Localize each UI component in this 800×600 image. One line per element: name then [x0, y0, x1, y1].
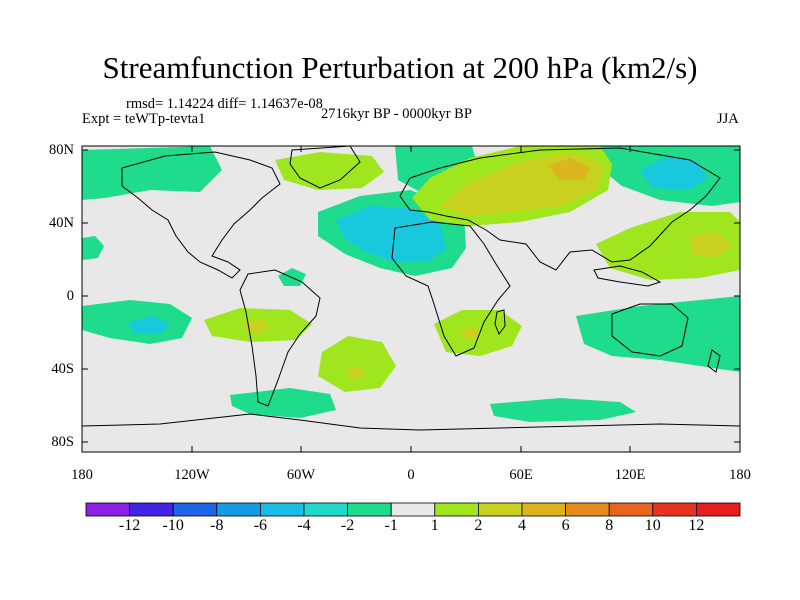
- new-zealand-coastline: [707, 349, 721, 373]
- antarctica-coastline: [82, 413, 740, 431]
- colorbar-label: 6: [561, 517, 570, 534]
- negative-region: [82, 236, 104, 260]
- negative-region-strong: [128, 316, 170, 334]
- lon-label-120e: 120E: [614, 467, 646, 483]
- lon-label-120w: 120W: [174, 467, 210, 483]
- coastlines: [82, 146, 740, 431]
- negative-region: [278, 268, 306, 286]
- greenland-coastline: [289, 146, 361, 189]
- positive-region-mid: [460, 326, 480, 340]
- lat-label-40n: 40N: [49, 215, 74, 231]
- lon-label-180e: 180: [729, 467, 751, 483]
- negative-region-strong: [336, 206, 446, 262]
- colorbar-box: [172, 502, 218, 517]
- colorbar-label: -1: [384, 517, 398, 534]
- colorbar-box: [129, 502, 174, 517]
- colorbar-label: 10: [644, 517, 661, 534]
- colorbar: [85, 502, 741, 517]
- africa-coastline: [391, 221, 511, 357]
- colorbar-box: [347, 502, 392, 517]
- colorbar-box: [521, 502, 566, 517]
- lon-label-60w: 60W: [286, 467, 316, 483]
- lat-label-0: 0: [66, 288, 74, 304]
- contour-fills: [82, 146, 740, 422]
- season-label: JJA: [717, 111, 739, 127]
- colorbar-label: -6: [253, 517, 268, 534]
- colorbar-box: [390, 502, 436, 517]
- experiment-label: Expt = teWTp-tevta1: [82, 111, 206, 127]
- colorbar-box: [565, 502, 610, 517]
- negative-region: [576, 296, 740, 372]
- axis-ticks: [82, 146, 740, 452]
- negative-region: [490, 398, 636, 422]
- negative-region: [82, 146, 222, 200]
- colorbar-box: [434, 502, 479, 517]
- colorbar-label: 4: [518, 517, 526, 534]
- map-panel: [82, 146, 740, 452]
- positive-region: [596, 212, 740, 280]
- negative-region-strong: [640, 156, 708, 190]
- australia-coastline: [611, 303, 689, 357]
- lat-label-40s: 40S: [51, 361, 74, 377]
- colorbar-box: [696, 502, 741, 517]
- lon-label-180w: 180: [71, 467, 93, 483]
- positive-region: [318, 336, 396, 392]
- plot-title: Streamfunction Perturbation at 200 hPa (…: [102, 50, 698, 85]
- stats-text: rmsd= 1.14224 diff= 1.14637e-08: [126, 96, 323, 112]
- colorbar-label: -12: [118, 517, 141, 534]
- south-america-coastline: [239, 269, 321, 407]
- eurasia-coastline: [399, 147, 721, 271]
- colorbar-label: 12: [688, 517, 705, 534]
- colorbar-box: [608, 502, 654, 517]
- colorbar-label: 1: [430, 517, 439, 534]
- lat-label-80s: 80S: [51, 434, 74, 450]
- positive-region-mid: [345, 366, 366, 380]
- lon-label-0: 0: [407, 467, 415, 483]
- colorbar-label: -8: [210, 517, 224, 534]
- north-america-coastline: [121, 151, 281, 279]
- colorbar-box: [85, 502, 130, 517]
- colorbar-label: -10: [162, 517, 184, 534]
- colorbar-box: [259, 502, 305, 517]
- colorbar-label: 8: [605, 517, 614, 534]
- negative-region: [230, 388, 336, 418]
- colorbar-box: [652, 502, 697, 517]
- positive-region-mid: [244, 318, 270, 334]
- colorbar-label: -4: [297, 517, 311, 534]
- colorbar-label: 2: [474, 517, 483, 534]
- maritime-continent-coastline: [593, 265, 662, 287]
- colorbar-label: -2: [340, 517, 355, 534]
- colorbar-box: [216, 502, 261, 517]
- colorbar-box: [303, 502, 348, 517]
- madagascar-coastline: [494, 309, 506, 336]
- positive-region-mid: [690, 232, 732, 258]
- positive-region-high: [548, 158, 590, 180]
- positive-region: [275, 152, 384, 190]
- lon-label-60e: 60E: [509, 467, 533, 483]
- colorbar-box: [477, 502, 523, 517]
- lat-label-80n: 80N: [49, 142, 74, 158]
- period-label: 2716kyr BP - 0000kyr BP: [321, 106, 472, 122]
